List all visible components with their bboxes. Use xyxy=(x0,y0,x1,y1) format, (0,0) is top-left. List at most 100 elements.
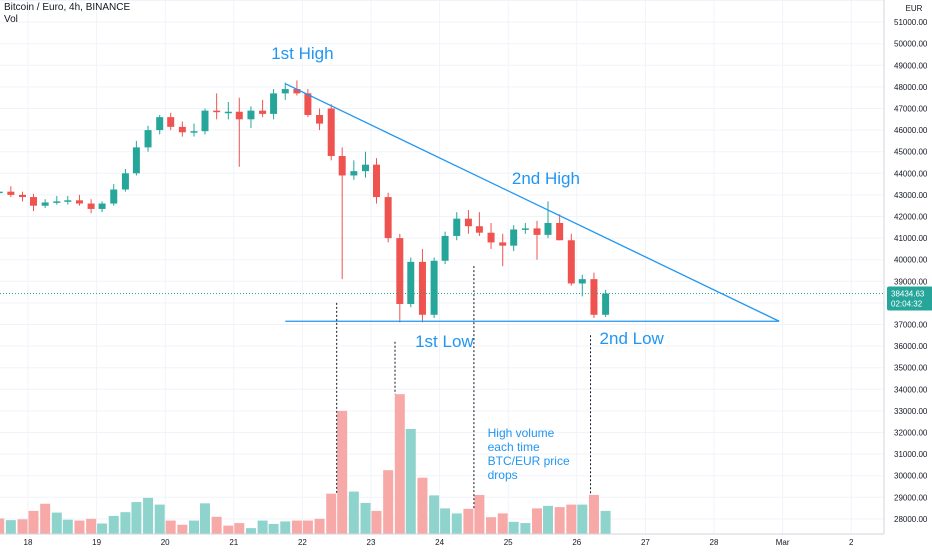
volume-bar xyxy=(62,519,73,534)
volume-bar xyxy=(234,523,245,534)
volume-bar xyxy=(280,521,291,534)
second-low-label: 2nd Low xyxy=(600,329,665,348)
candle-body xyxy=(396,238,404,304)
volume-bar xyxy=(508,521,519,534)
annotations: 1st High 2nd High 1st Low 2nd Low High volum… xyxy=(271,44,664,482)
price-tick-label: 50000.00 xyxy=(894,40,928,49)
candle-body xyxy=(87,203,95,209)
volume-bar xyxy=(165,520,176,534)
current-price-value: 38434.63 xyxy=(891,290,925,299)
volume-bar xyxy=(143,497,154,534)
candle-body xyxy=(178,126,186,133)
price-tick-label: 35000.00 xyxy=(894,364,928,373)
time-tick-label: 21 xyxy=(229,538,238,547)
volume-bar xyxy=(542,505,553,534)
time-axis-bg xyxy=(0,534,932,550)
volume-bar xyxy=(0,518,5,534)
volume-bar xyxy=(28,510,39,534)
volume-bar xyxy=(211,516,222,534)
candle-body xyxy=(384,197,392,239)
time-tick-label: 26 xyxy=(572,538,581,547)
time-tick-label: 22 xyxy=(298,538,307,547)
volume-label: Vol xyxy=(4,14,18,25)
candle-body xyxy=(338,156,346,176)
price-tick-label: 47000.00 xyxy=(894,105,928,114)
candle-body xyxy=(521,228,529,230)
candle-body xyxy=(144,130,152,148)
candle-body xyxy=(167,117,175,127)
volume-bar xyxy=(497,513,508,534)
candle-body xyxy=(475,226,483,233)
volume-bar xyxy=(348,491,359,534)
price-tick-label: 30000.00 xyxy=(894,472,928,481)
volume-bar xyxy=(40,503,51,534)
candle-body xyxy=(578,279,586,284)
volume-bar xyxy=(326,493,337,534)
candle-body xyxy=(487,232,495,243)
volume-bar xyxy=(577,504,588,534)
candle-body xyxy=(372,164,380,198)
price-tick-label: 29000.00 xyxy=(894,493,928,502)
price-tick-label: 46000.00 xyxy=(894,126,928,135)
volume-bar xyxy=(199,503,210,534)
first-high-label: 1st High xyxy=(271,44,333,63)
volume-bar xyxy=(189,520,200,534)
candle-body xyxy=(293,89,301,94)
price-axis: EUR 28000.00 29000.00 30000.00 31000.00 32000… xyxy=(883,0,932,550)
candle-body xyxy=(602,293,610,315)
bar-countdown: 02:04:32 xyxy=(891,300,923,309)
time-tick-label: 23 xyxy=(367,538,376,547)
time-tick-label: 28 xyxy=(710,538,719,547)
price-tick-label: 36000.00 xyxy=(894,342,928,351)
time-tick-label: 2 xyxy=(849,538,854,547)
volume-bar xyxy=(154,504,165,534)
current-price-badge xyxy=(887,286,932,311)
volume-bar xyxy=(268,523,279,534)
volume-bar xyxy=(108,515,119,534)
time-tick-label: 25 xyxy=(504,538,513,547)
time-tick-label: 24 xyxy=(435,538,444,547)
candle-body xyxy=(53,201,61,203)
price-tick-label: 44000.00 xyxy=(894,169,928,178)
candle-body xyxy=(590,279,598,315)
candle-body xyxy=(270,93,278,114)
candle-body xyxy=(190,131,198,133)
symbol-title: Bitcoin / Euro, 4h, BINANCE xyxy=(4,2,131,13)
candle-body xyxy=(453,218,461,236)
volume-bar xyxy=(337,410,348,534)
volume-bar xyxy=(131,502,142,534)
volume-bar xyxy=(257,520,268,534)
candle-body xyxy=(510,229,518,246)
volume-bars xyxy=(0,394,611,534)
candle-body xyxy=(110,189,118,204)
price-tick-label: 39000.00 xyxy=(894,277,928,286)
candle-body xyxy=(281,89,289,94)
candle-body xyxy=(533,228,541,235)
candle-body xyxy=(156,117,164,131)
candle-body xyxy=(121,173,129,190)
volume-bar xyxy=(223,525,234,534)
candlesticks xyxy=(0,80,610,323)
price-tick-label: 51000.00 xyxy=(894,18,928,27)
price-tick-label: 33000.00 xyxy=(894,407,928,416)
candle-body xyxy=(29,197,37,206)
volume-note-line: each time xyxy=(488,440,540,454)
candle-body xyxy=(224,111,232,114)
volume-bar xyxy=(17,519,28,534)
volume-bar xyxy=(74,520,85,534)
price-tick-label: 49000.00 xyxy=(894,61,928,70)
candle-body xyxy=(75,200,83,204)
volume-note-line: High volume xyxy=(488,426,555,440)
candle-body xyxy=(247,110,255,120)
time-tick-label: 20 xyxy=(161,538,170,547)
price-tick-label: 48000.00 xyxy=(894,83,928,92)
volume-bar xyxy=(86,518,97,534)
second-high-label: 2nd High xyxy=(512,169,580,188)
time-tick-label: 27 xyxy=(641,538,650,547)
price-tick-label: 45000.00 xyxy=(894,148,928,157)
price-axis-bg xyxy=(884,0,932,550)
volume-note-line: BTC/EUR price xyxy=(488,454,570,468)
price-tick-label: 37000.00 xyxy=(894,321,928,330)
